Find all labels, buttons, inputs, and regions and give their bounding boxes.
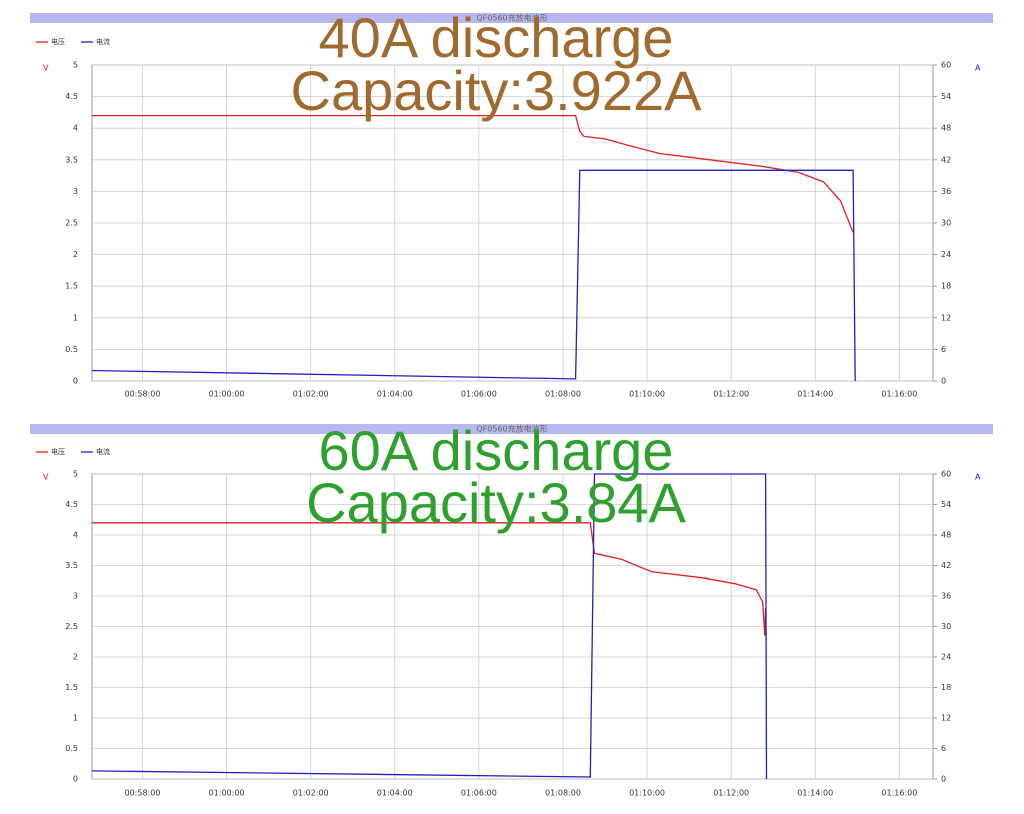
y-tick-label: 2 [73,653,78,662]
series-line [91,473,768,780]
y2-tick-label: 6 [941,744,946,753]
y-tick-label: 1 [73,714,78,723]
annotation: Capacity:3.922A [291,59,703,122]
y2-tick-label: 6 [941,345,946,354]
x-tick-label: 01:06:00 [461,789,497,798]
y-tick-label: 4 [73,531,78,540]
x-tick-label: 01:00:00 [209,789,245,798]
y-unit: V [43,473,49,482]
chart-title: QF0560充放电波形 [476,424,547,434]
y2-tick-label: 42 [941,155,951,164]
y2-tick-label: 18 [941,683,951,692]
y2-tick-label: 0 [941,377,946,386]
title-bar [30,13,993,23]
x-tick-label: 01:14:00 [797,789,833,798]
series-line [91,169,856,382]
y2-tick-label: 36 [941,187,951,196]
y-tick-label: 1.5 [65,282,78,291]
legend-label: 电压 [51,447,65,456]
x-tick-label: 01:00:00 [209,390,245,399]
legend-label: 电流 [96,447,110,456]
y-tick-label: 3 [73,592,78,601]
y-tick-label: 1 [73,313,78,322]
y-tick-label: 0.5 [65,744,78,753]
y-tick-label: 2.5 [65,219,78,228]
y2-unit: A [975,64,981,73]
series-line [92,114,854,233]
y2-tick-label: 42 [941,561,951,570]
legend-label: 电流 [96,37,110,46]
title-bar [30,424,993,434]
y-tick-label: 3 [73,187,78,196]
y2-tick-label: 54 [941,92,951,101]
x-tick-label: 01:04:00 [377,789,413,798]
x-tick-label: 01:04:00 [377,390,413,399]
y-tick-label: 2 [73,250,78,259]
chart-title: QF0560充放电波形 [476,13,547,23]
annotation: Capacity:3.84A [306,471,686,534]
y2-tick-label: 12 [941,313,951,322]
x-tick-label: 01:12:00 [713,789,749,798]
x-tick-label: 01:12:00 [713,390,749,399]
y2-unit: A [975,473,981,482]
y2-tick-label: 60 [941,470,951,479]
y2-tick-label: 12 [941,714,951,723]
x-tick-label: 00:58:00 [124,789,160,798]
annotation: 40A discharge [319,6,674,69]
y2-tick-label: 48 [941,124,951,133]
y2-tick-label: 48 [941,531,951,540]
x-tick-label: 00:58:00 [124,390,160,399]
y2-tick-label: 36 [941,592,951,601]
y-tick-label: 3.5 [65,561,78,570]
x-tick-label: 01:10:00 [629,390,665,399]
x-tick-label: 01:16:00 [881,789,917,798]
x-tick-label: 01:08:00 [545,789,581,798]
y2-tick-label: 30 [941,219,951,228]
x-tick-label: 01:02:00 [293,789,329,798]
x-tick-label: 01:06:00 [461,390,497,399]
annotation: 60A discharge [319,419,674,482]
y-tick-label: 0.5 [65,345,78,354]
y2-tick-label: 18 [941,282,951,291]
legend-label: 电压 [51,37,65,46]
y-tick-label: 1.5 [65,683,78,692]
x-tick-label: 01:10:00 [629,789,665,798]
y2-tick-label: 24 [941,250,951,259]
y2-tick-label: 0 [941,775,946,784]
x-tick-label: 01:02:00 [293,390,329,399]
y-tick-label: 4.5 [65,500,78,509]
y-tick-label: 5 [73,61,78,70]
y-tick-label: 4.5 [65,92,78,101]
y-tick-label: 2.5 [65,622,78,631]
y-tick-label: 0 [73,775,78,784]
y2-tick-label: 54 [941,500,951,509]
x-tick-label: 01:14:00 [797,390,833,399]
y-tick-label: 5 [73,470,78,479]
y-tick-label: 4 [73,124,78,133]
x-tick-label: 01:08:00 [545,390,581,399]
y-tick-label: 0 [73,377,78,386]
y-tick-label: 3.5 [65,155,78,164]
y2-tick-label: 24 [941,653,951,662]
y2-tick-label: 60 [941,61,951,70]
y-unit: V [43,64,49,73]
y2-tick-label: 30 [941,622,951,631]
x-tick-label: 01:16:00 [881,390,917,399]
